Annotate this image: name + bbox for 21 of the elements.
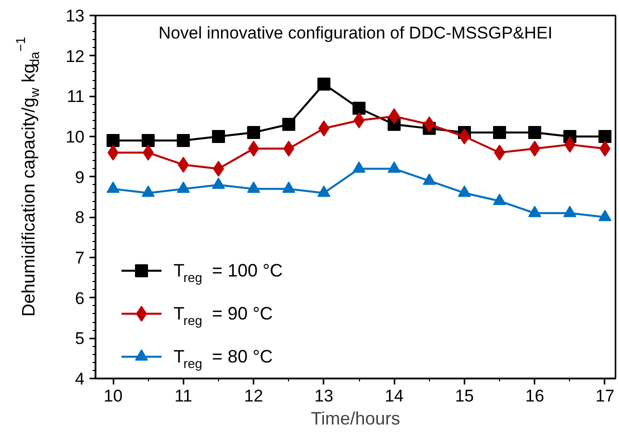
x-tick-label: 11: [174, 386, 192, 406]
y-tick-label: 6: [75, 288, 85, 308]
x-axis-title: Time/hours: [310, 408, 400, 428]
y-tick-label: 10: [66, 128, 85, 146]
x-tick-label: 14: [384, 386, 404, 406]
x-tick-label: 10: [104, 386, 123, 406]
y-tick-label: 13: [66, 6, 85, 26]
x-tick-label: 13: [314, 386, 334, 406]
x-tick-label: 17: [596, 386, 614, 406]
text: Novel innovative configuration of DDC-MSSGP&HEI: [158, 24, 552, 42]
y-tick-label: 12: [66, 46, 85, 66]
y-tick-label: 9: [75, 168, 85, 187]
y-tick-label: 5: [75, 329, 85, 348]
x-tick-label: 16: [525, 386, 544, 406]
x-tick-label: 15: [454, 386, 474, 406]
x-tick-label: 12: [244, 386, 264, 406]
y-tick-label: 11: [66, 87, 85, 106]
y-tick-label: 8: [75, 208, 85, 228]
y-tick-label: 4: [75, 370, 85, 388]
y-tick-label: 7: [75, 248, 85, 268]
y-axis-title: Dehumidification capacity/gw kgda−1: [13, 36, 42, 317]
